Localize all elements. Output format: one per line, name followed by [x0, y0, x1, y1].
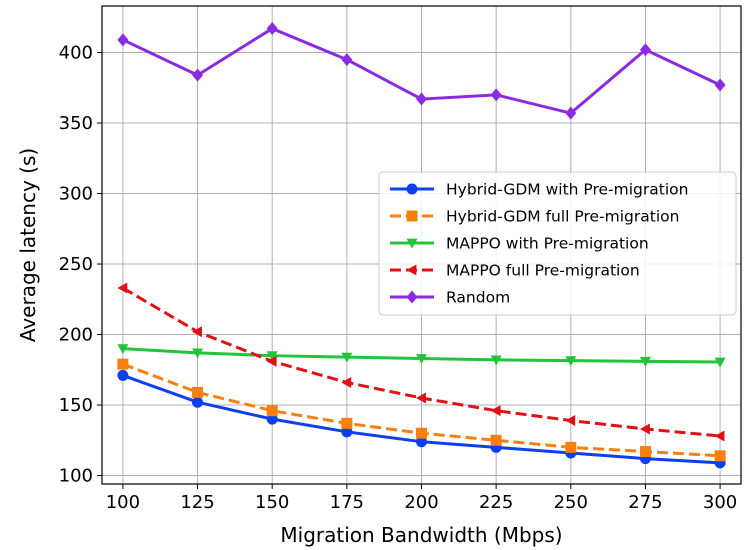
data-point [341, 417, 353, 429]
data-point [639, 423, 650, 435]
x-tick-label: 225 [479, 492, 513, 513]
series-2 [117, 344, 726, 368]
data-point [192, 396, 204, 408]
data-point [714, 430, 725, 442]
data-point [117, 33, 129, 47]
data-point [490, 355, 502, 366]
data-point [714, 357, 726, 368]
data-point [565, 415, 576, 427]
legend-marker [406, 238, 418, 249]
x-tick-label: 175 [330, 492, 364, 513]
x-axis-title: Migration Bandwidth (Mbps) [280, 523, 562, 547]
legend-label: Hybrid-GDM full Pre-migration [446, 208, 679, 226]
data-point [266, 22, 278, 36]
data-point [416, 354, 427, 365]
data-point [341, 352, 353, 363]
data-point [341, 426, 353, 438]
data-point [565, 441, 577, 453]
data-point [639, 446, 651, 458]
y-tick-label: 200 [59, 325, 93, 346]
x-tick-label: 100 [106, 492, 140, 513]
data-point [341, 53, 353, 67]
data-point [117, 344, 129, 355]
series-4 [117, 22, 726, 120]
y-tick-label: 100 [59, 466, 93, 487]
x-tick-label: 200 [404, 492, 438, 513]
y-tick-label: 250 [59, 254, 93, 275]
x-tick-label: 250 [554, 492, 588, 513]
tick-layer: 100 125 150 175 200 225 250 275 300 100 150 200 250 3… [59, 43, 738, 513]
x-tick-label: 300 [703, 492, 737, 513]
y-tick-label: 350 [59, 113, 93, 134]
data-point [192, 386, 204, 398]
data-point [192, 326, 202, 338]
data-point [490, 405, 501, 417]
y-tick-label: 150 [59, 395, 93, 416]
legend-marker [406, 264, 417, 276]
data-point [714, 78, 726, 92]
y-tick-label: 300 [59, 184, 93, 205]
data-point [490, 88, 502, 102]
series-3 [117, 282, 725, 442]
data-point [565, 356, 577, 367]
legend-marker [406, 183, 418, 195]
data-point [266, 405, 278, 417]
legend-box [378, 171, 737, 316]
legend-marker [406, 210, 418, 222]
data-point [565, 106, 577, 120]
series-0 [117, 369, 726, 469]
series-layer [117, 22, 726, 469]
x-tick-label: 150 [255, 492, 289, 513]
data-point [416, 436, 427, 448]
legend: Hybrid-GDM with Pre-migration Hybrid-GDM … [378, 171, 737, 316]
data-point [192, 348, 204, 359]
data-point [416, 92, 427, 106]
legend-label: MAPPO full Pre-migration [446, 262, 640, 280]
data-point [117, 358, 129, 370]
x-tick-label: 275 [628, 492, 662, 513]
legend-label: Hybrid-GDM with Pre-migration [446, 181, 688, 199]
x-tick-label: 125 [180, 492, 214, 513]
data-point [416, 392, 426, 404]
data-point [266, 355, 277, 367]
data-point [266, 413, 278, 425]
data-point [639, 43, 651, 57]
data-point [416, 427, 427, 439]
legend-label: MAPPO with Pre-migration [446, 235, 649, 253]
series-1 [117, 358, 726, 462]
data-point [639, 356, 651, 367]
data-point [714, 450, 726, 462]
data-point [117, 282, 128, 294]
legend-marker [406, 290, 418, 304]
data-point [266, 351, 278, 362]
data-point [341, 376, 352, 388]
legend-label: Random [446, 289, 510, 307]
data-point [117, 369, 129, 381]
y-axis-title: Average latency (s) [16, 148, 40, 342]
data-point [490, 434, 502, 446]
y-tick-label: 400 [59, 43, 93, 64]
data-point [192, 68, 204, 82]
